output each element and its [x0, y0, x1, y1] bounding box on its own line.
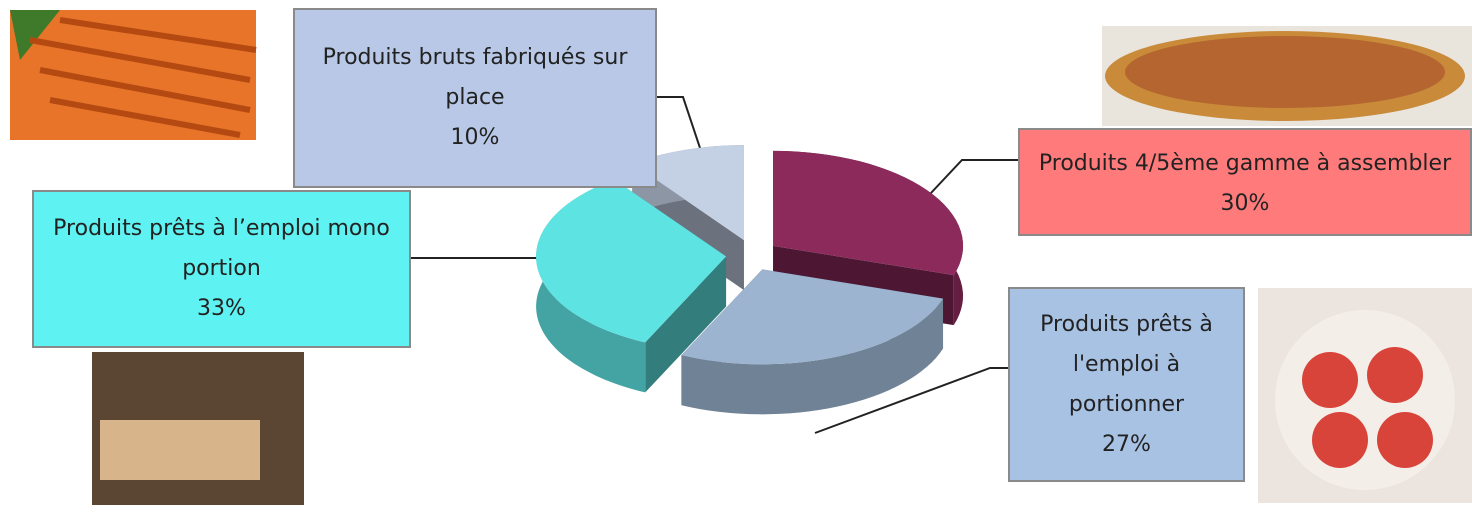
value-label: 10% [451, 118, 500, 158]
tomato [1312, 412, 1368, 468]
tomato [1302, 352, 1358, 408]
value-label: 27% [1102, 425, 1151, 465]
pizza-top [1125, 36, 1445, 108]
market-box [100, 420, 260, 480]
page: Produits bruts fabriqués sur place10% Pr… [0, 0, 1472, 518]
tomato [1377, 412, 1433, 468]
category-label: Produits 4/5ème gamme à assembler [1039, 151, 1451, 176]
category-label: Produits prêts à l’emploi mono portion [46, 209, 397, 289]
category-label: Produits bruts fabriqués sur place [307, 38, 643, 118]
tomato [1367, 347, 1423, 403]
value-label: 30% [1221, 191, 1270, 216]
label-box: Produits 4/5ème gamme à assembler 30% [1018, 128, 1472, 236]
category-label: Produits prêts à l'emploi à portionner [1022, 305, 1231, 425]
tomato-dish [1275, 310, 1455, 490]
value-label: 33% [197, 289, 246, 329]
